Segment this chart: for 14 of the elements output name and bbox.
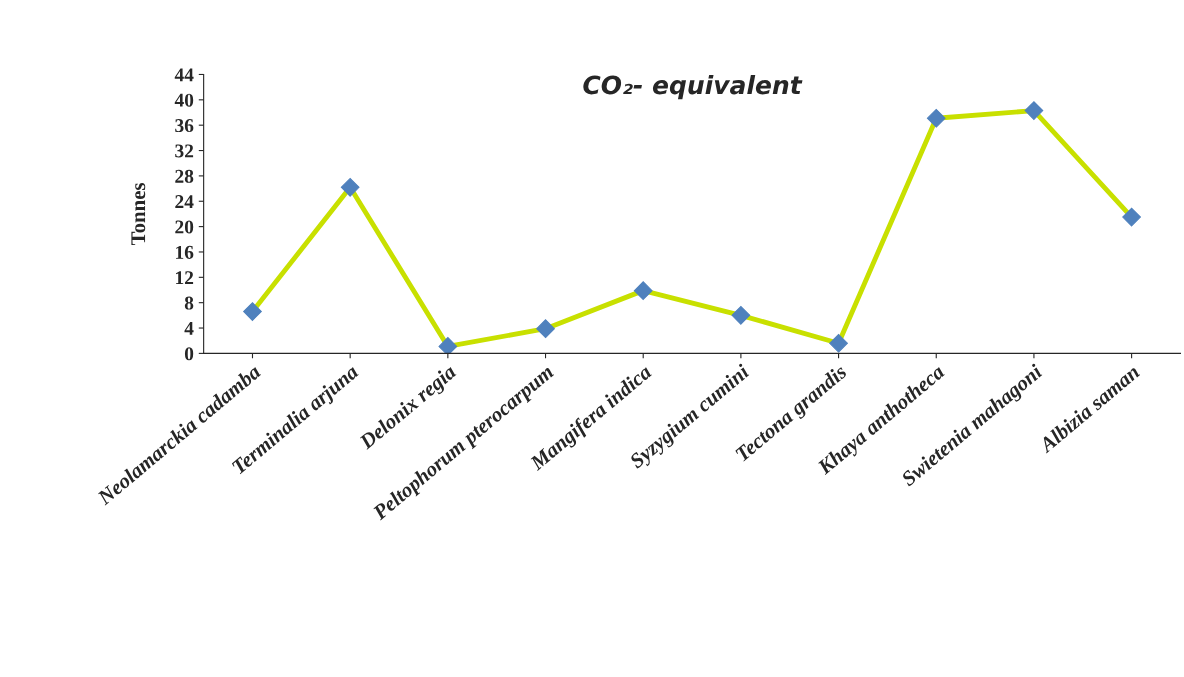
y-axis-title: Tonnes <box>131 182 146 246</box>
y-tick-label: 36 <box>175 119 194 133</box>
y-tick-label: 28 <box>175 169 194 183</box>
y-tick-label: 32 <box>175 144 194 158</box>
y-tick-label: 16 <box>176 245 194 259</box>
y-tick-label: 0 <box>184 347 194 361</box>
y-tick-label: 40 <box>174 93 194 107</box>
y-tick-label: 8 <box>184 296 194 310</box>
y-tick-label: 44 <box>174 68 194 82</box>
y-tick-label: 12 <box>176 271 194 285</box>
y-tick-label: 24 <box>175 195 194 208</box>
y-tick-label: 4 <box>184 321 194 335</box>
chart-title: CO₂- equivalent <box>583 75 803 100</box>
y-tick-label: 20 <box>175 220 194 234</box>
